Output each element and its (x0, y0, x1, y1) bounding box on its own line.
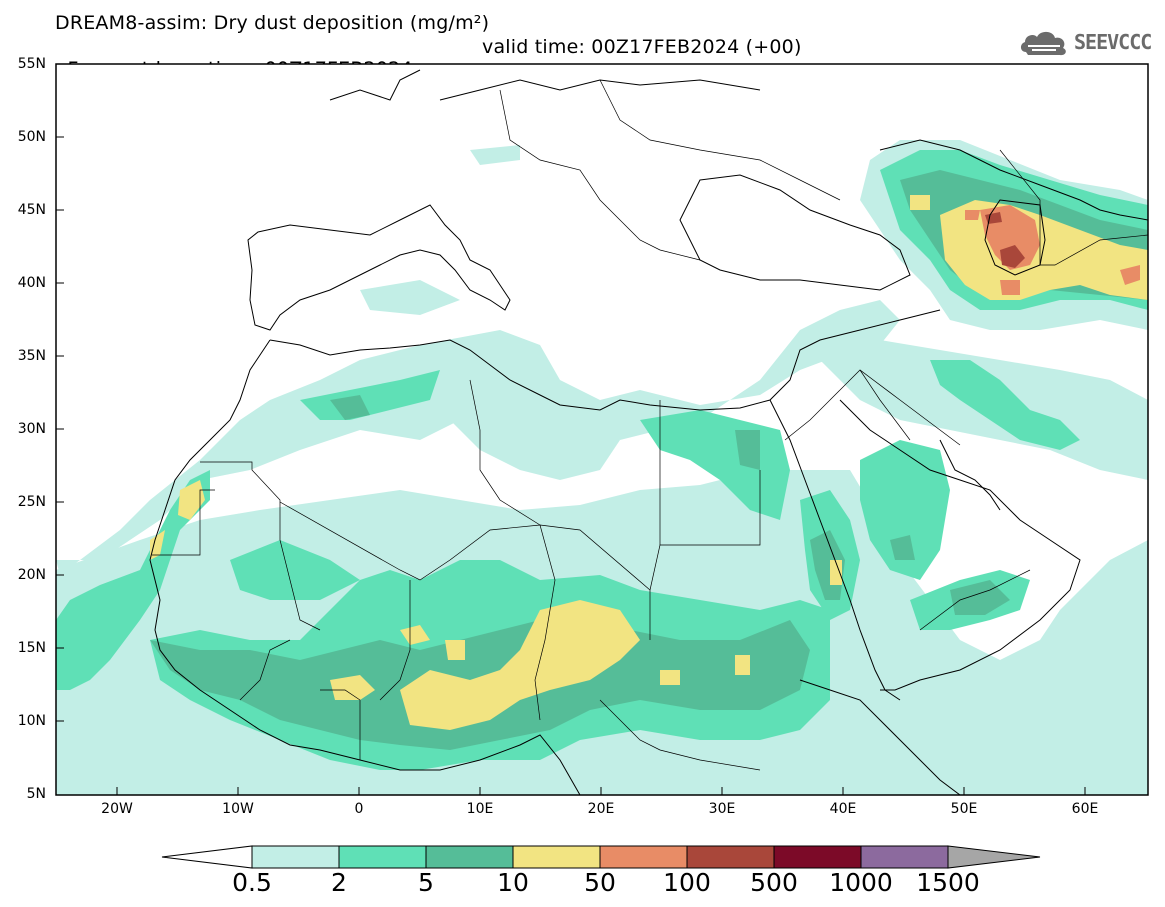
lat-label-50n: 50N (17, 129, 46, 145)
map-title: DREAM8-assim: Dry dust deposition (mg/m²… (55, 12, 490, 34)
legend-label-1000: 1000 (829, 868, 893, 897)
lon-label-30e: 30E (708, 801, 736, 817)
logo-text: SEEVCCC (1074, 30, 1152, 54)
coastlines (149, 69, 1148, 795)
legend-label-10: 10 (497, 868, 529, 897)
legend-label-100: 100 (663, 868, 711, 897)
legend-swatch-3 (512, 845, 601, 869)
lat-label-15n: 15N (17, 640, 46, 656)
legend-swatch-7 (860, 845, 949, 869)
legend-swatch-5 (686, 845, 775, 869)
lat-label-35n: 35N (17, 348, 46, 364)
lon-label-20w: 20W (101, 801, 133, 817)
legend-swatch-2 (425, 845, 514, 869)
legend-label-500: 500 (750, 868, 798, 897)
lat-label-5n: 5N (26, 786, 46, 802)
axis-ticks (56, 63, 1086, 795)
valid-time: valid time: 00Z17FEB2024 (+00) (482, 36, 802, 58)
lat-label-20n: 20N (17, 567, 46, 583)
legend-swatch-1 (338, 845, 427, 869)
cloud-icon (1020, 31, 1066, 56)
lat-label-45n: 45N (17, 202, 46, 218)
legend-label-2: 2 (331, 868, 347, 897)
lat-label-25n: 25N (17, 494, 46, 510)
legend-swatch-4 (599, 845, 688, 869)
legend-label-1500: 1500 (916, 868, 980, 897)
lon-label-0: 0 (354, 801, 364, 817)
lon-label-50e: 50E (950, 801, 978, 817)
dust-deposition-map (55, 63, 1149, 796)
legend-swatch-0 (251, 845, 340, 869)
legend-swatch-6 (773, 845, 862, 869)
lon-label-10w: 10W (222, 801, 254, 817)
lat-label-10n: 10N (17, 713, 46, 729)
seevccc-logo: SEEVCCC (1018, 26, 1158, 58)
legend-label-50: 50 (584, 868, 616, 897)
lon-label-40e: 40E (829, 801, 857, 817)
legend-label-0.5: 0.5 (232, 868, 272, 897)
lon-label-60e: 60E (1071, 801, 1099, 817)
legend-label-5: 5 (418, 868, 434, 897)
lat-label-55n: 55N (17, 56, 46, 72)
legend-arrow-high (947, 845, 1041, 869)
lat-label-30n: 30N (17, 421, 46, 437)
legend-arrow-low (161, 845, 253, 869)
country-borders (152, 79, 1148, 771)
lon-label-20e: 20E (587, 801, 615, 817)
legend-colorbar (161, 845, 1041, 869)
dust-field (56, 140, 1148, 795)
lon-label-10e: 10E (466, 801, 494, 817)
lat-label-40n: 40N (17, 275, 46, 291)
